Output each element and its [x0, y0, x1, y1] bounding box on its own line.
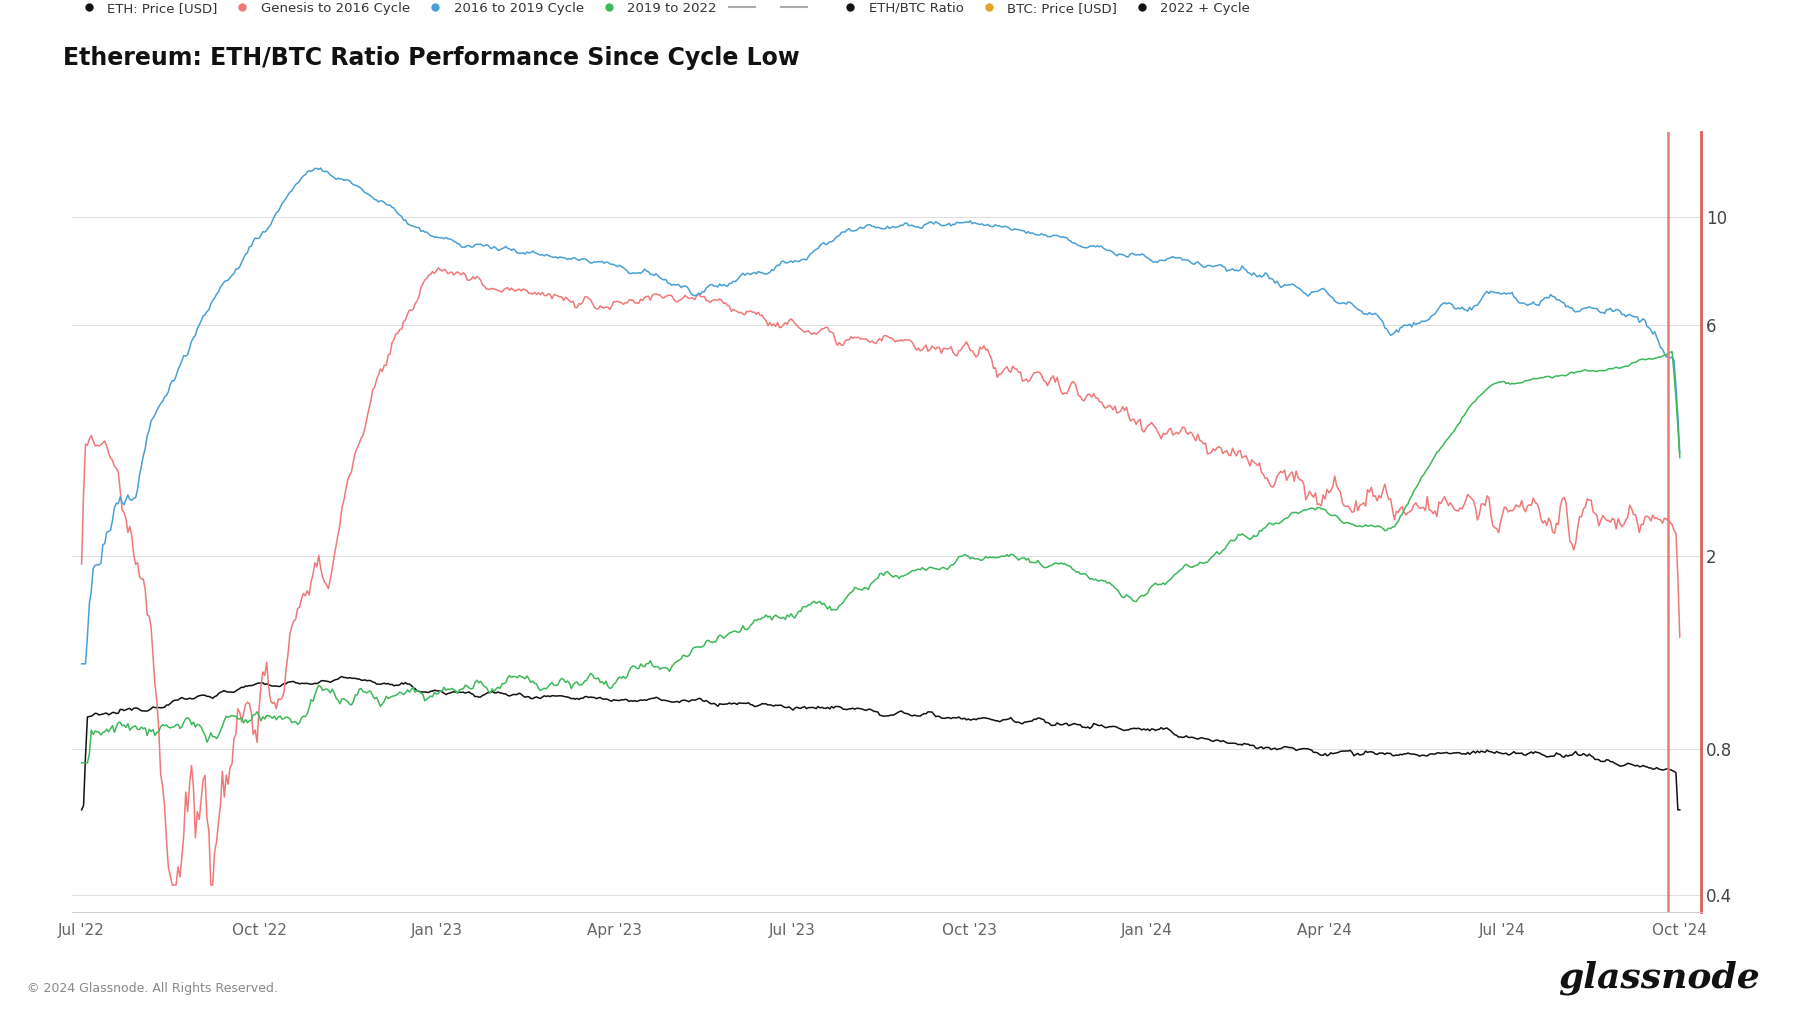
Text: glassnode: glassnode [1559, 960, 1760, 995]
Text: Ethereum: ETH/BTC Ratio Performance Since Cycle Low: Ethereum: ETH/BTC Ratio Performance Sinc… [63, 46, 799, 70]
Legend: ETH: Price [USD], Genesis to 2016 Cycle, 2016 to 2019 Cycle, 2019 to 2022,   ,  : ETH: Price [USD], Genesis to 2016 Cycle,… [76, 2, 1251, 15]
Text: © 2024 Glassnode. All Rights Reserved.: © 2024 Glassnode. All Rights Reserved. [27, 982, 277, 995]
